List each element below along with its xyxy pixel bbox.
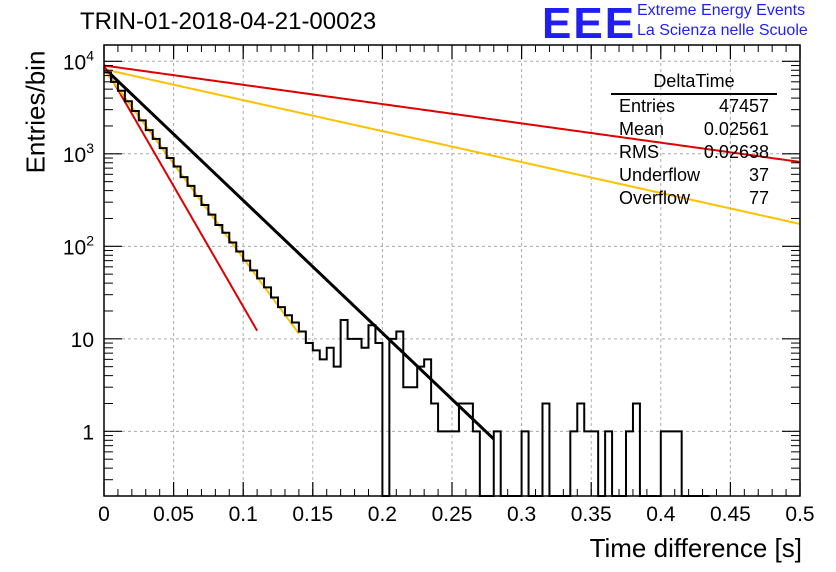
stats-label: Underflow (619, 165, 701, 185)
stats-box: DeltaTime Entries 47457 Mean 0.02561 RMS 0.… (611, 70, 777, 210)
y-tick-label: 10 (71, 329, 94, 352)
stats-value: 37 (748, 165, 769, 185)
logo-line-1: Extreme Energy Events (637, 2, 806, 19)
x-tick-label: 0.1 (229, 503, 258, 526)
x-axis-label: Time difference [s] (589, 533, 802, 563)
stats-value: 0.02561 (703, 119, 769, 139)
stats-title: DeltaTime (611, 70, 777, 95)
fit-curve (102, 66, 495, 441)
y-tick-label: 1 (82, 421, 94, 444)
y-tick-label: 103 (63, 140, 94, 167)
stats-label: RMS (619, 142, 659, 162)
x-tick-label: 0.45 (710, 503, 751, 526)
fit-curve (103, 68, 801, 225)
y-axis-label: Entries/bin (20, 50, 51, 174)
x-tick-label: 0.3 (507, 503, 536, 526)
stats-value: 0.02638 (703, 142, 769, 162)
stats-label: Mean (619, 119, 665, 139)
stats-row-entries: Entries 47457 (611, 95, 777, 118)
x-tick-label: 0.35 (571, 503, 612, 526)
stats-value: 77 (748, 188, 769, 208)
y-tick-label: 104 (63, 47, 94, 74)
histogram-line (104, 71, 710, 497)
fit-curve (103, 65, 258, 332)
fit-curves (102, 64, 801, 441)
x-tick-label: 0.25 (432, 503, 473, 526)
y-tick-label: 102 (63, 232, 94, 259)
x-tick-label: 0.4 (646, 503, 676, 526)
stats-label: Overflow (619, 188, 691, 208)
x-tick-label: 0.2 (368, 503, 397, 526)
stats-row-mean: Mean 0.02561 (611, 118, 777, 141)
stats-row-rms: RMS 0.02638 (611, 141, 777, 164)
axis-ticks: 0 0.05 0.1 0.15 0.2 0.25 0.3 0.35 0.4 0.45 0.5 1 10 1… (63, 45, 815, 526)
fit-curve (103, 64, 801, 163)
x-tick-label: 0 (98, 503, 110, 526)
stats-value: 47457 (718, 96, 769, 116)
stats-row-overflow: Overflow 77 (611, 187, 777, 210)
x-tick-label: 0.05 (153, 503, 194, 526)
x-tick-label: 0.5 (785, 503, 814, 526)
stats-label: Entries (619, 96, 676, 116)
x-tick-label: 0.15 (292, 503, 333, 526)
eee-logo: EEE (542, 0, 637, 48)
logo-line-2: La Scienza nelle Scuole (637, 22, 808, 39)
stats-row-underflow: Underflow 37 (611, 164, 777, 187)
plot-title: TRIN-01-2018-04-21-00023 (80, 8, 377, 35)
